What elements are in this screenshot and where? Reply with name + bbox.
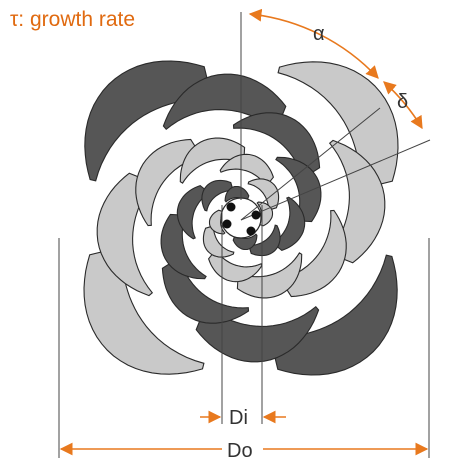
di-label: Di bbox=[229, 407, 248, 429]
alpha-label: α bbox=[313, 23, 325, 45]
do-label: Do bbox=[227, 440, 253, 462]
feed-dot-1 bbox=[226, 202, 236, 212]
diagram-title: τ: growth rate bbox=[10, 8, 136, 31]
delta-label: δ bbox=[397, 91, 408, 113]
delta-guide-line bbox=[240, 139, 431, 221]
feed-dot-4 bbox=[246, 226, 256, 236]
feed-dot-3 bbox=[222, 219, 232, 229]
alpha-arrow bbox=[248, 8, 379, 79]
delta-arrow bbox=[383, 81, 423, 130]
alpha-guide-line bbox=[240, 107, 381, 221]
feed-dot-2 bbox=[251, 210, 261, 220]
feed-points bbox=[222, 202, 261, 236]
spiral-arms bbox=[83, 60, 399, 376]
